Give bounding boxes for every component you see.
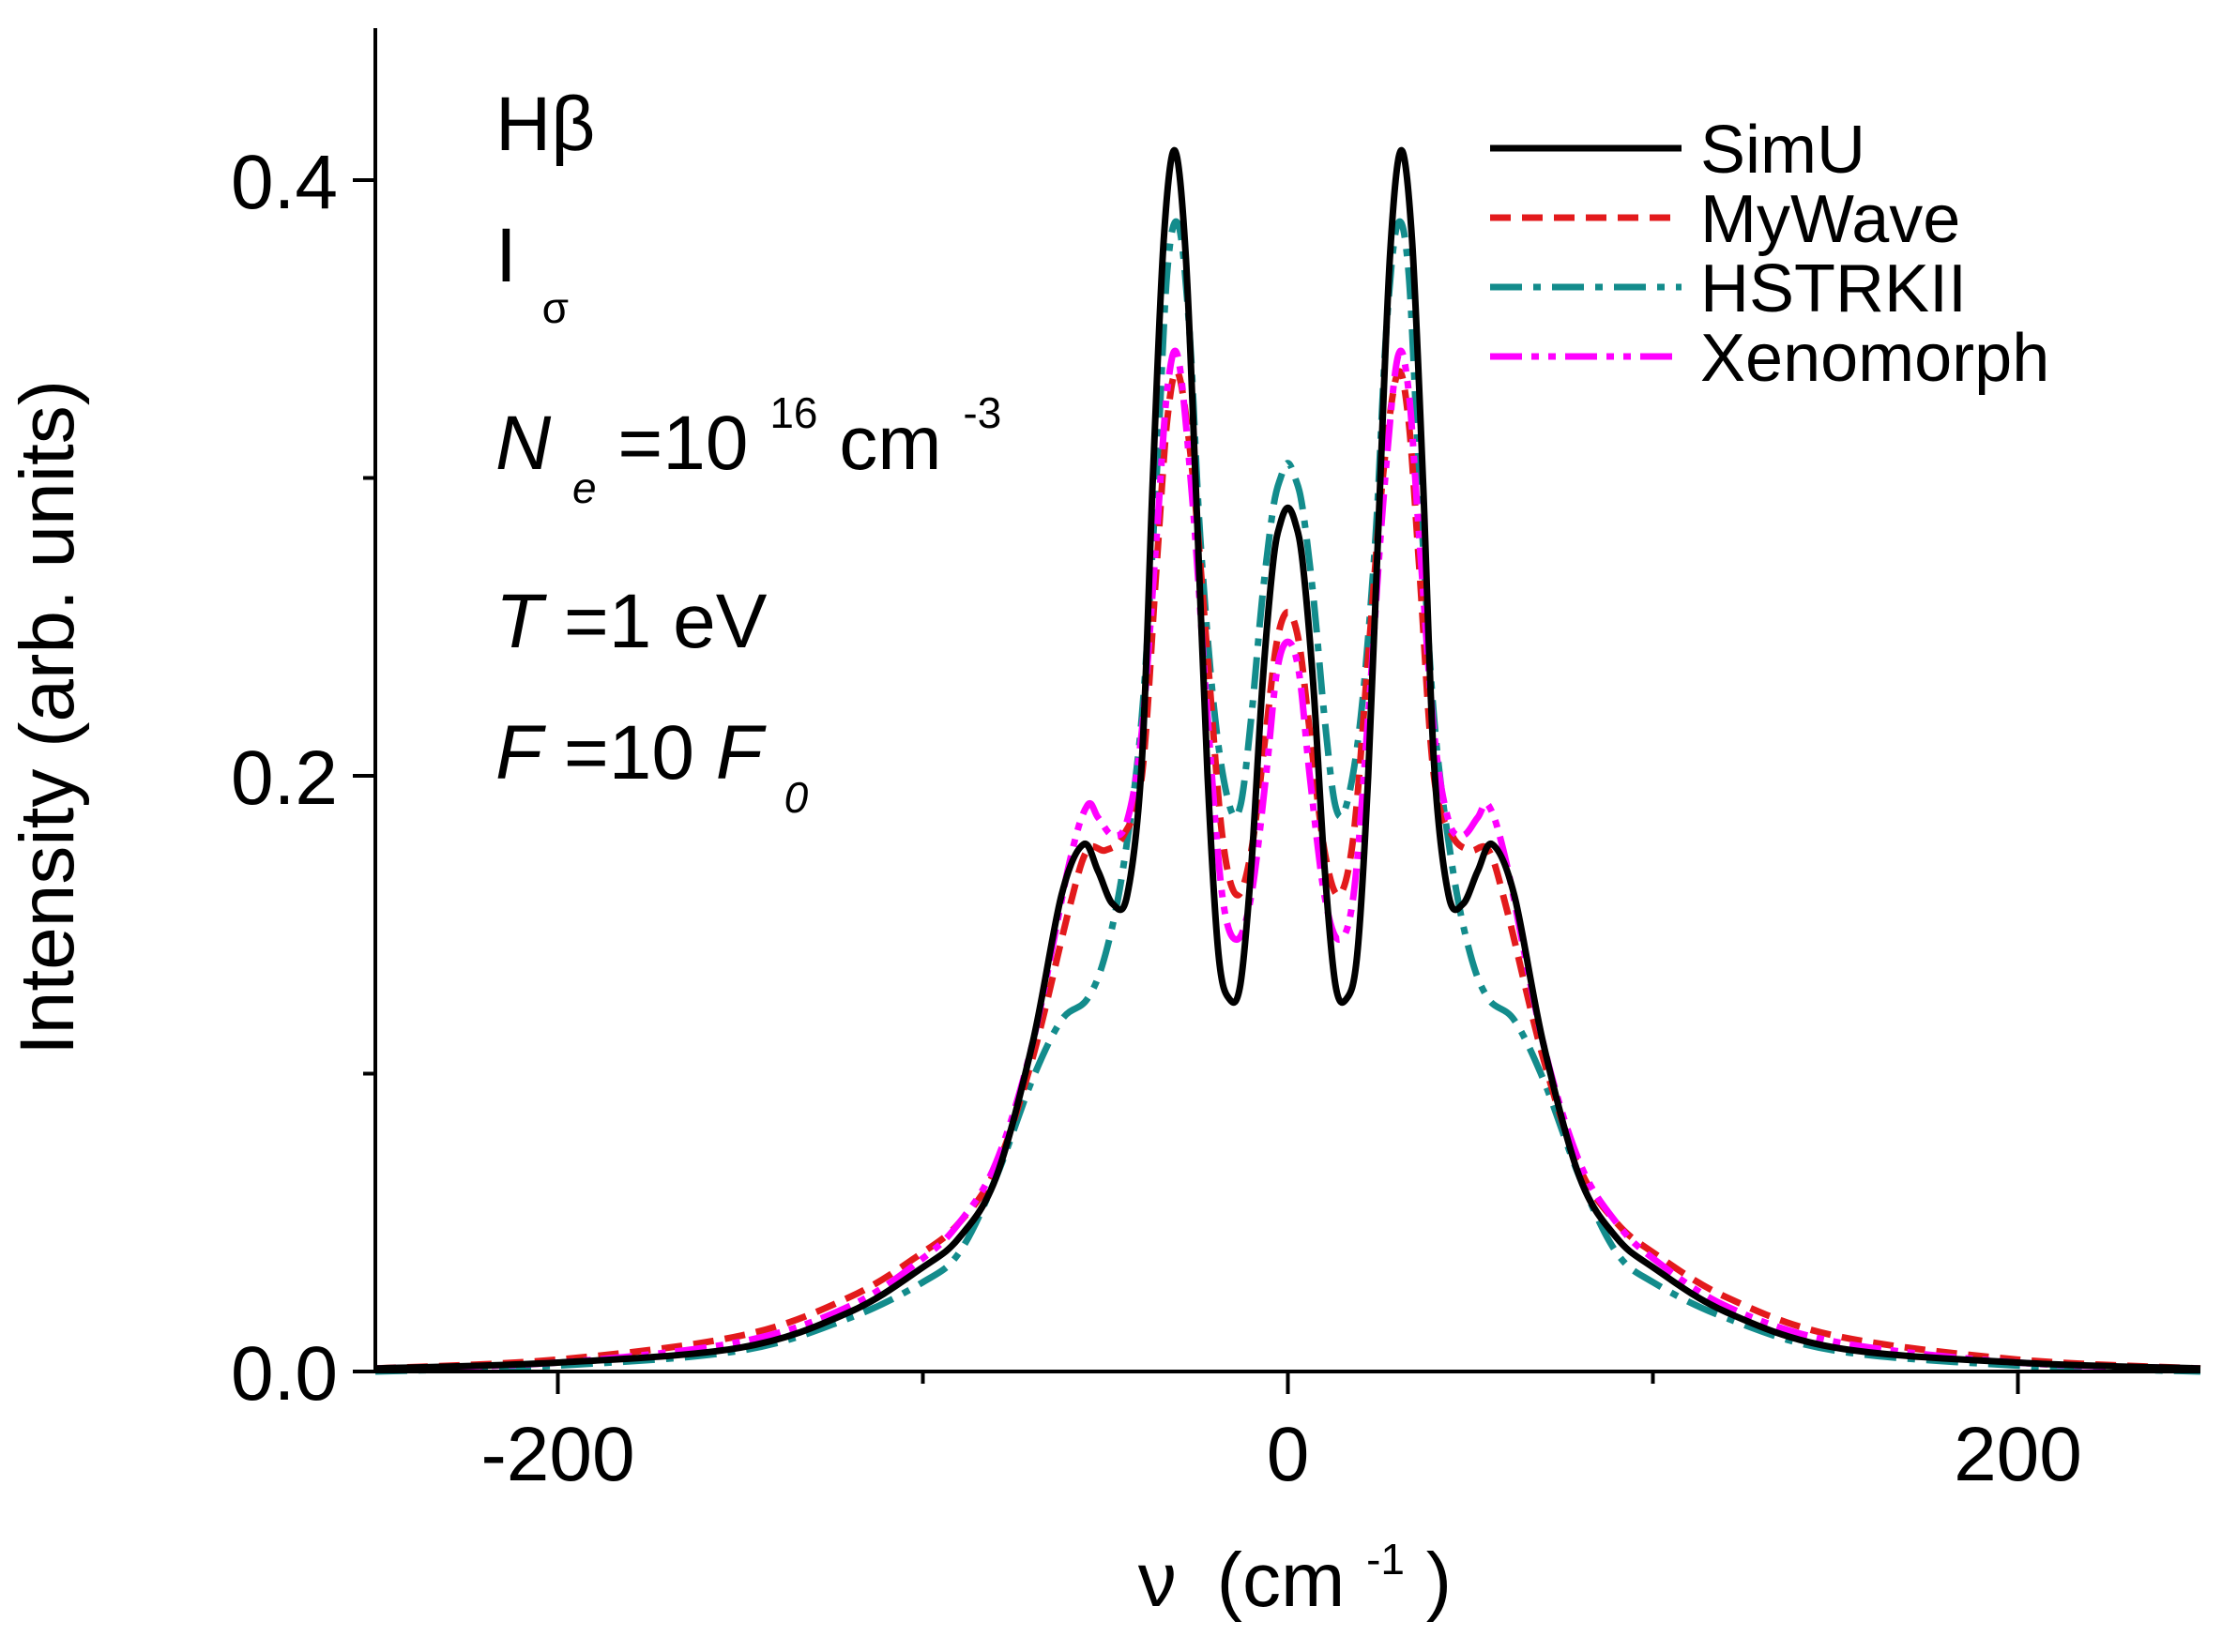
annotation-density: N e =10 16 cm -3 bbox=[495, 359, 1001, 520]
y-axis-title: Intensity (arb. units) bbox=[5, 380, 90, 1055]
annotation-component: I σ bbox=[495, 213, 569, 332]
y-tick-label: 0.0 bbox=[231, 1331, 338, 1417]
x-axis-title: ν (cm -1 ) bbox=[1138, 1506, 1452, 1623]
annotation-line: Hβ bbox=[495, 82, 595, 167]
x-tick-label: 0 bbox=[1267, 1412, 1310, 1497]
annotation-temperature: T =1 eV bbox=[495, 579, 768, 664]
annotation-density-unit: cm bbox=[839, 401, 941, 486]
annotation-density-eq: =10 bbox=[617, 401, 748, 486]
y-tick-label: 0.2 bbox=[231, 735, 338, 821]
annotation-field-sub: 0 bbox=[784, 773, 809, 822]
legend-label-simu: SimU bbox=[1700, 113, 1865, 188]
series-line-mywave bbox=[374, 368, 2201, 1372]
annotation-field-symbol: F bbox=[495, 710, 546, 796]
annotation-component-sub: σ bbox=[542, 283, 569, 332]
annotation-temperature-value: =1 eV bbox=[564, 579, 768, 664]
annotation-temperature-symbol: T bbox=[495, 579, 547, 664]
annotation-field-symbol2: F bbox=[716, 710, 767, 796]
series-line-simu bbox=[374, 146, 2201, 1372]
annotations: Hβ I σ N e =10 16 cm -3 T =1 eV F =10 F … bbox=[495, 82, 1001, 822]
annotation-density-sub: e bbox=[572, 463, 597, 512]
legend-label-xenomorph: Xenomorph bbox=[1700, 321, 2049, 396]
annotation-density-symbol: N bbox=[495, 401, 552, 486]
y-tick-label: 0.4 bbox=[231, 140, 338, 225]
legend-label-hstrkii: HSTRKII bbox=[1700, 251, 1967, 326]
x-axis-unit-exponent: -1 bbox=[1366, 1535, 1405, 1584]
x-tick-label: 200 bbox=[1954, 1412, 2082, 1497]
x-axis-symbol: ν bbox=[1138, 1538, 1177, 1623]
annotation-field-value: =10 bbox=[564, 710, 716, 796]
annotation-component-base: I bbox=[495, 213, 517, 298]
series-layer bbox=[374, 146, 2201, 1375]
series-line-hstrkii bbox=[374, 218, 2201, 1375]
legend-label-mywave: MyWave bbox=[1700, 182, 1960, 257]
annotation-density-exp1: 16 bbox=[769, 388, 817, 437]
annotation-density-exp2: -3 bbox=[963, 388, 1001, 437]
ticks-layer: -200 0 200 0.0 0.2 0.4 bbox=[231, 140, 2082, 1497]
x-axis-close-paren: ) bbox=[1426, 1538, 1452, 1623]
x-tick-label: -200 bbox=[480, 1412, 634, 1497]
annotation-field: F =10 F 0 bbox=[495, 710, 809, 822]
x-axis-unit: (cm bbox=[1217, 1538, 1346, 1623]
